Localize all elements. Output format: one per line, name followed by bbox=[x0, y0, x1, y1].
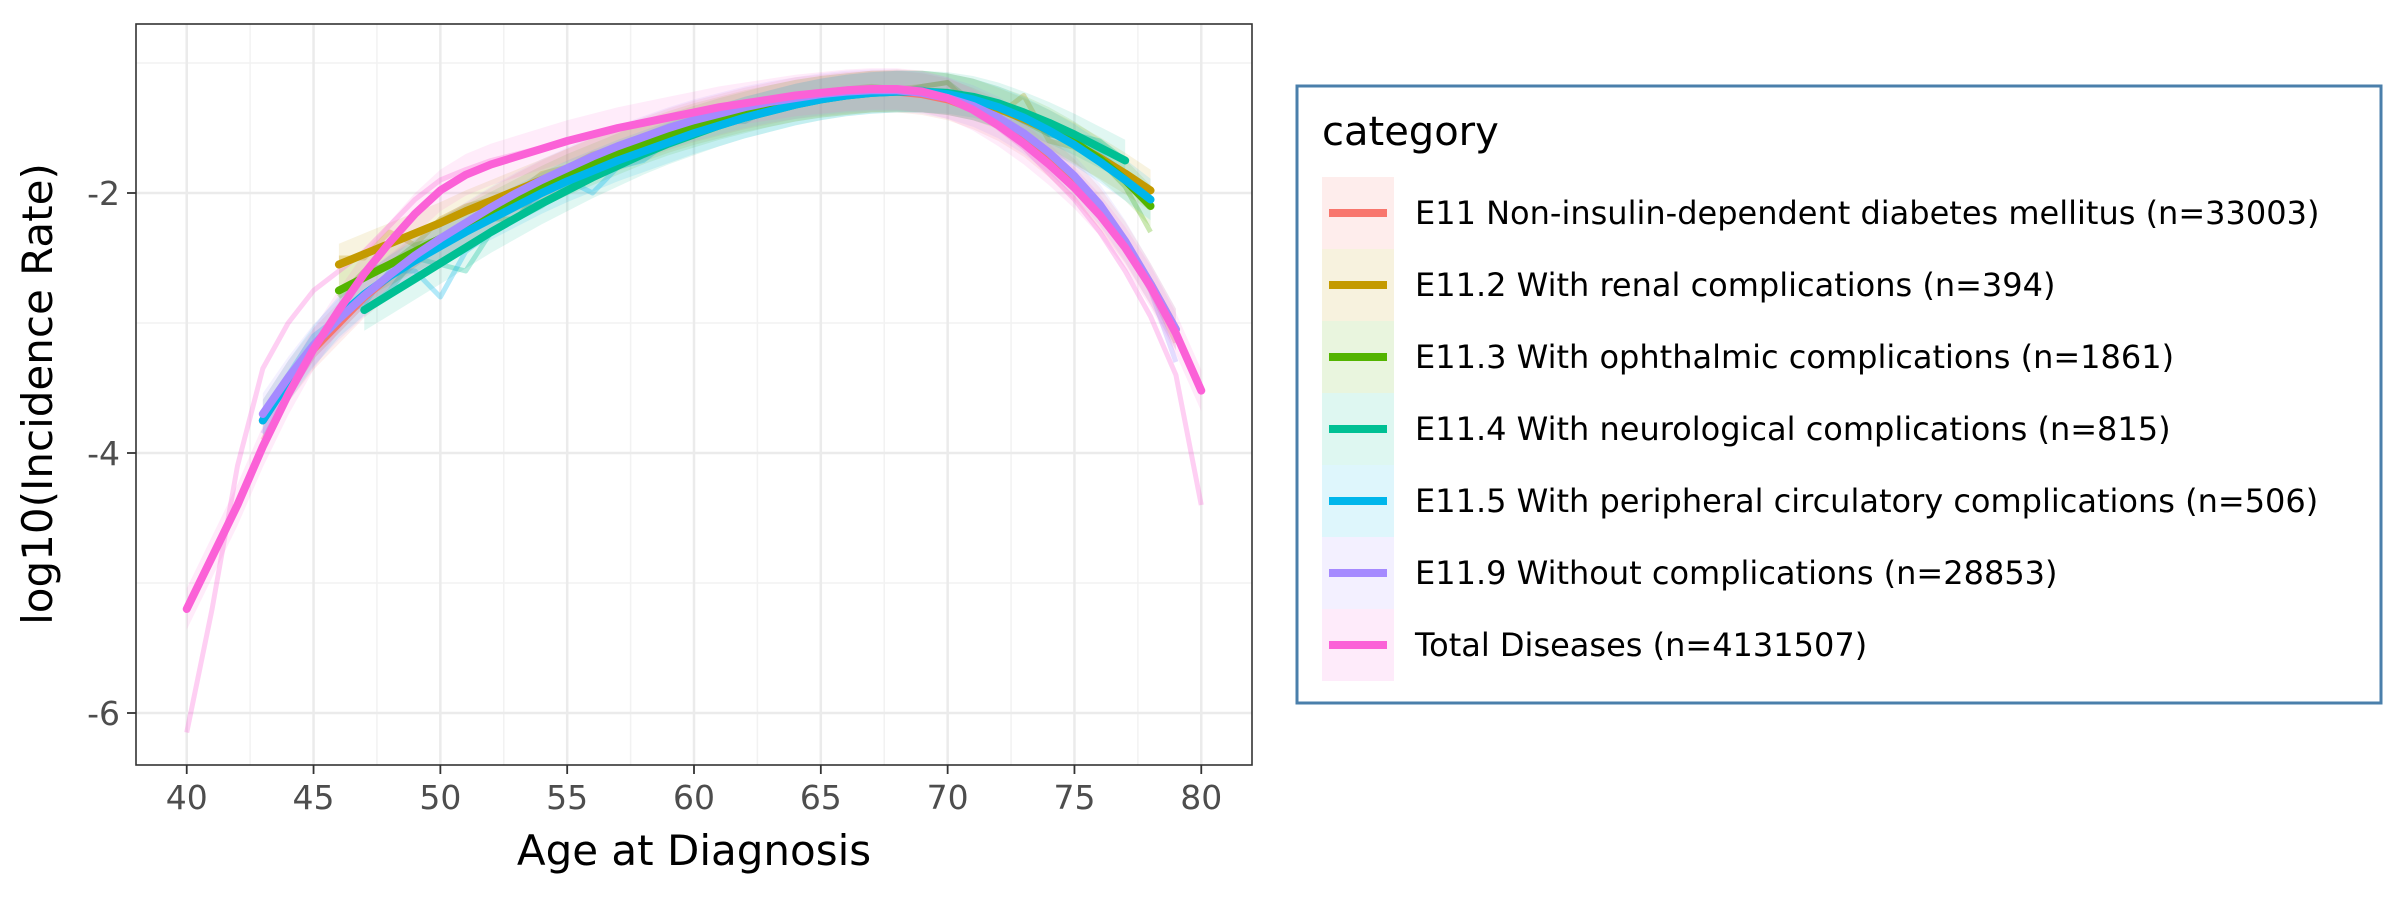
y-tick-label: -4 bbox=[87, 434, 120, 473]
y-axis: -6 -4 -2 bbox=[87, 174, 136, 733]
legend-item: E11.4 With neurological complications (n… bbox=[1322, 393, 2171, 465]
x-tick-label: 45 bbox=[293, 778, 335, 817]
y-tick-label: -2 bbox=[87, 174, 120, 213]
legend-label: E11.5 With peripheral circulatory compli… bbox=[1415, 482, 2318, 520]
legend-item: E11.3 With ophthalmic complications (n=1… bbox=[1322, 321, 2174, 393]
legend-label: E11.9 Without complications (n=28853) bbox=[1415, 554, 2058, 592]
legend-title: category bbox=[1322, 109, 1499, 155]
legend-label: E11.2 With renal complications (n=394) bbox=[1415, 266, 2055, 304]
legend-label: E11.4 With neurological complications (n… bbox=[1415, 410, 2171, 448]
legend-items: E11 Non-insulin-dependent diabetes melli… bbox=[1322, 177, 2319, 681]
series-smooth-group bbox=[182, 85, 1206, 613]
series-ribbon bbox=[262, 69, 1176, 435]
x-tick-label: 70 bbox=[927, 778, 969, 817]
series-layer bbox=[182, 68, 1206, 734]
legend-label: Total Diseases (n=4131507) bbox=[1414, 626, 1867, 664]
x-tick-label: 75 bbox=[1053, 778, 1095, 817]
legend-item: E11 Non-insulin-dependent diabetes melli… bbox=[1322, 177, 2319, 249]
plot-panel bbox=[135, 23, 1253, 766]
x-axis: 40 45 50 55 60 65 70 75 80 bbox=[166, 765, 1222, 817]
legend-frame bbox=[1295, 84, 2383, 705]
legend-item: Total Diseases (n=4131507) bbox=[1322, 609, 1867, 681]
y-tick-label: -6 bbox=[87, 694, 120, 733]
series-ribbon bbox=[186, 68, 1202, 630]
legend-item: E11.5 With peripheral circulatory compli… bbox=[1322, 465, 2318, 537]
legend-item: E11.2 With renal complications (n=394) bbox=[1322, 249, 2055, 321]
grid-major bbox=[136, 24, 1252, 765]
x-tick-label: 80 bbox=[1180, 778, 1222, 817]
series-smooth-line bbox=[258, 86, 1180, 418]
x-tick-label: 50 bbox=[419, 778, 461, 817]
legend-item: E11.9 Without complications (n=28853) bbox=[1322, 537, 2058, 609]
x-tick-label: 60 bbox=[673, 778, 715, 817]
series-ribbon bbox=[262, 70, 1151, 442]
legend-label: E11 Non-insulin-dependent diabetes melli… bbox=[1415, 194, 2319, 232]
x-tick-label: 40 bbox=[166, 778, 208, 817]
legend-label: E11.3 With ophthalmic complications (n=1… bbox=[1415, 338, 2174, 376]
series-smooth-group bbox=[258, 86, 1180, 418]
x-axis-title: Age at Diagnosis bbox=[517, 826, 871, 875]
series-smooth-line bbox=[182, 85, 1206, 613]
y-axis-title: log10(Incidence Rate) bbox=[13, 163, 62, 625]
x-tick-label: 65 bbox=[800, 778, 842, 817]
x-tick-label: 55 bbox=[546, 778, 588, 817]
legend: category E11 Non-insulin-dependent diabe… bbox=[1295, 84, 2383, 705]
